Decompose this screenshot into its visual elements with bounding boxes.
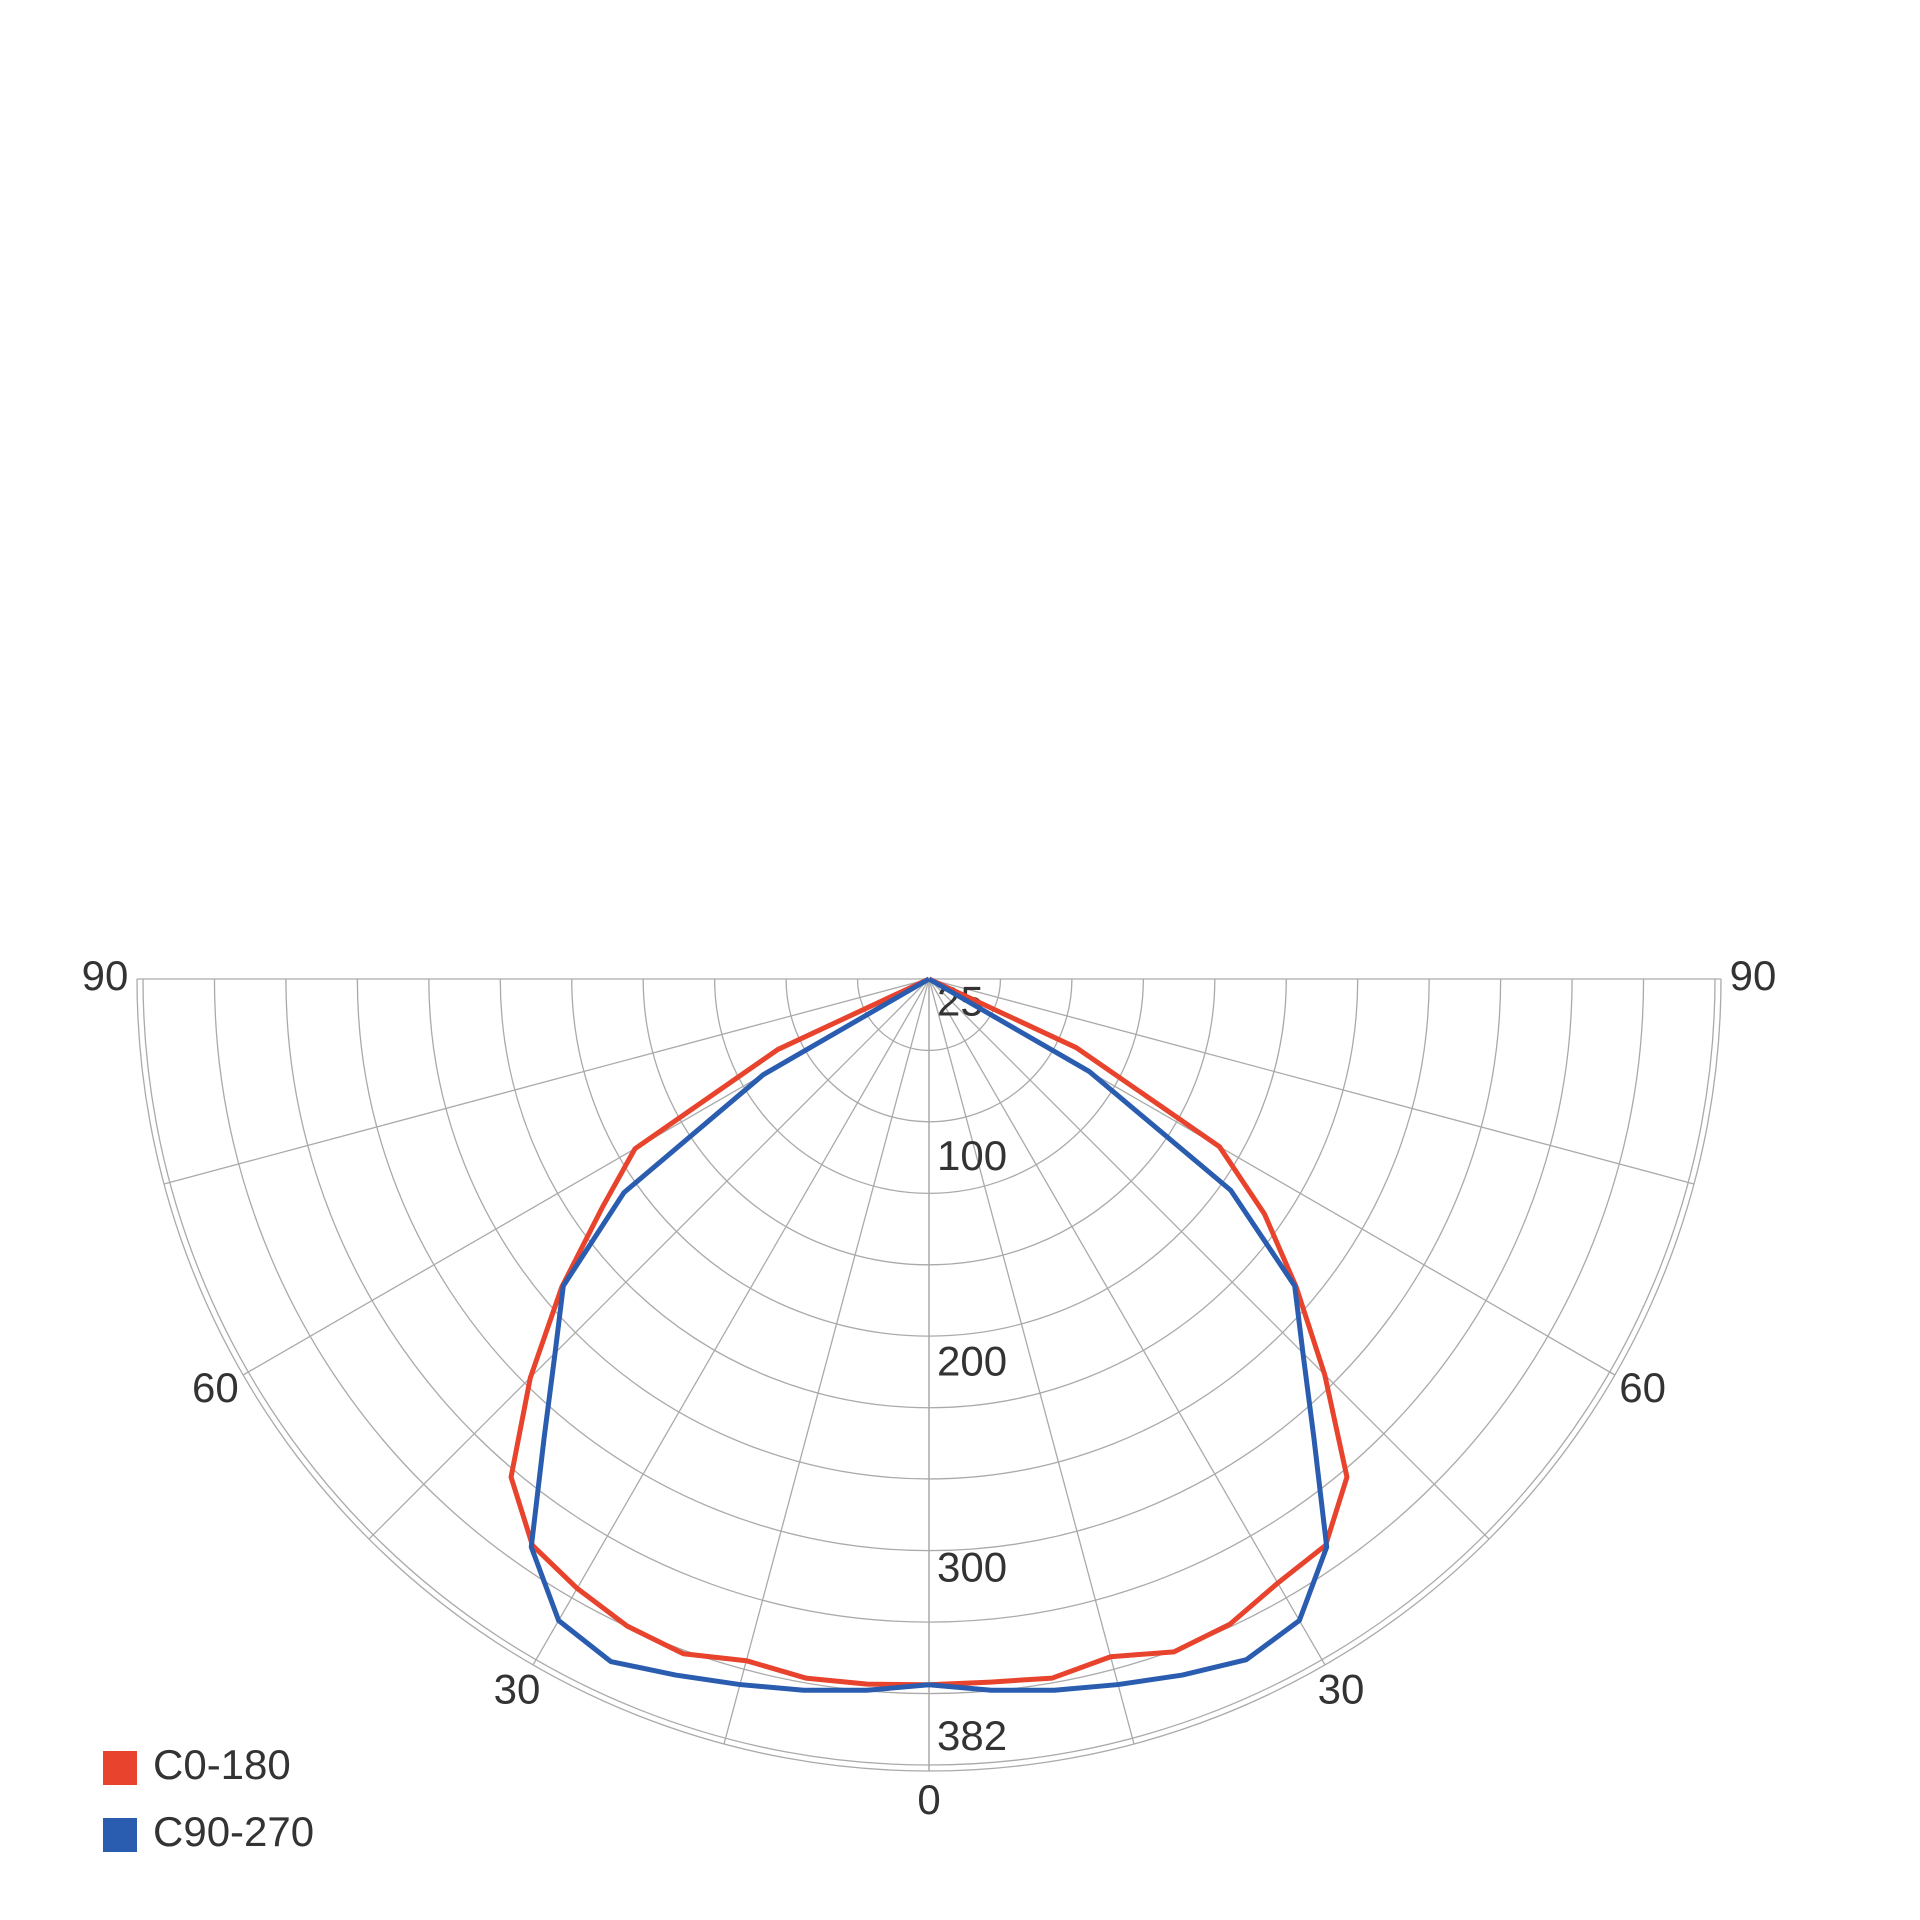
legend-swatch bbox=[103, 1818, 137, 1852]
grid-spoke bbox=[928, 978, 1135, 1745]
angle-tick-label: 60 bbox=[192, 1364, 239, 1411]
grid-spoke bbox=[723, 978, 930, 1745]
angle-tick-label: 90 bbox=[1730, 952, 1777, 999]
series-line bbox=[508, 976, 931, 1688]
angle-tick-label: 30 bbox=[1318, 1666, 1365, 1713]
series-line bbox=[927, 976, 1330, 1693]
series-line bbox=[528, 976, 931, 1693]
grid-spoke bbox=[928, 978, 1326, 1666]
legend-swatch bbox=[103, 1751, 137, 1785]
r-tick-label: 200 bbox=[937, 1338, 1007, 1385]
legend-label: C0-180 bbox=[153, 1741, 291, 1788]
grid-spoke bbox=[928, 978, 1490, 1540]
angle-tick-label: 0 bbox=[917, 1776, 940, 1823]
angle-tick-label: 30 bbox=[494, 1666, 541, 1713]
grid-spoke bbox=[368, 978, 930, 1540]
angle-tick-label: 60 bbox=[1619, 1364, 1666, 1411]
grid-spoke bbox=[532, 978, 930, 1666]
legend-label: C90-270 bbox=[153, 1808, 314, 1855]
angle-tick-label: 90 bbox=[82, 952, 129, 999]
grid-spoke bbox=[928, 978, 1695, 1185]
r-tick-label: 382 bbox=[937, 1712, 1007, 1759]
r-tick-label: 100 bbox=[937, 1132, 1007, 1179]
grid-spoke bbox=[163, 978, 930, 1185]
r-tick-label: 300 bbox=[937, 1543, 1007, 1590]
